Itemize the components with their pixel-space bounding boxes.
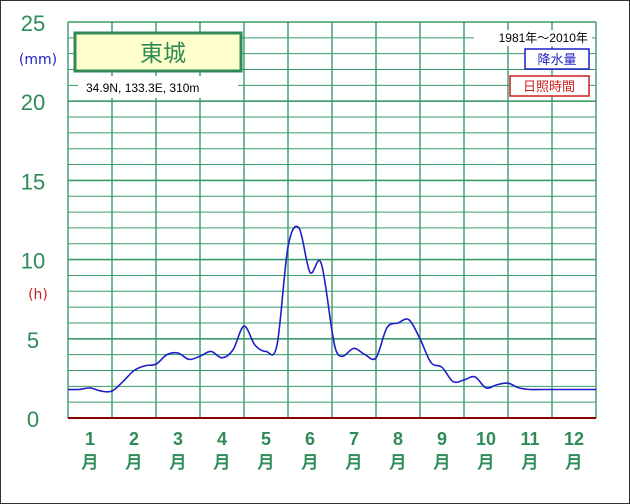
y-tick-label: 0 <box>27 407 39 432</box>
month-number-label: 8 <box>393 429 403 449</box>
month-number-label: 12 <box>564 429 584 449</box>
month-suffix-label: 月 <box>345 453 363 473</box>
legend-precip-label: 降水量 <box>537 53 576 68</box>
month-number-label: 11 <box>520 429 539 449</box>
month-suffix-label: 月 <box>81 453 99 473</box>
legend-sunshine-box <box>509 75 590 97</box>
month-suffix-label: 月 <box>257 453 275 473</box>
sunshine-unit-label: (h) <box>28 287 48 303</box>
axis-layer: 0 5 10 15 20 25 1 月 2 月 3 月 4 月 5 月 6 月 7 月 8 月 9 月 10 月 11 月 12 月 <box>21 11 584 473</box>
legend-sunshine-label: 日照時間 <box>523 80 575 95</box>
month-suffix-label: 月 <box>521 453 539 473</box>
month-suffix-label: 月 <box>213 453 231 473</box>
month-number-label: 6 <box>305 429 315 449</box>
y-tick-label: 15 <box>21 169 45 194</box>
station-coords: 34.9N, 133.3E, 310m <box>86 81 199 95</box>
month-suffix-label: 月 <box>565 453 583 473</box>
y-tick-label: 5 <box>27 328 39 353</box>
month-number-label: 9 <box>437 429 447 449</box>
precip-unit-label: (mm) <box>19 52 57 68</box>
station-name: 東城 <box>140 41 186 67</box>
month-suffix-label: 月 <box>477 453 495 473</box>
month-suffix-label: 月 <box>169 453 187 473</box>
y-tick-label: 10 <box>21 249 45 274</box>
y-tick-label: 25 <box>21 11 45 36</box>
month-number-label: 7 <box>349 429 359 449</box>
month-number-label: 5 <box>261 429 271 449</box>
y-tick-label: 20 <box>21 90 45 115</box>
coords-background <box>78 76 238 98</box>
series-layer <box>67 225 596 393</box>
month-suffix-label: 月 <box>433 453 451 473</box>
month-suffix-label: 月 <box>125 453 143 473</box>
month-number-label: 4 <box>217 429 227 449</box>
period-background <box>474 30 592 46</box>
month-number-label: 3 <box>173 429 183 449</box>
month-number-label: 10 <box>476 429 496 449</box>
month-suffix-label: 月 <box>389 453 407 473</box>
station-title-box <box>73 31 243 73</box>
month-suffix-label: 月 <box>301 453 319 473</box>
period-label: 1981年〜2010年 <box>499 31 588 45</box>
month-number-label: 2 <box>129 429 139 449</box>
legend-precip-box <box>524 48 590 70</box>
precip-series-line <box>67 225 596 393</box>
month-number-label: 1 <box>85 429 95 449</box>
